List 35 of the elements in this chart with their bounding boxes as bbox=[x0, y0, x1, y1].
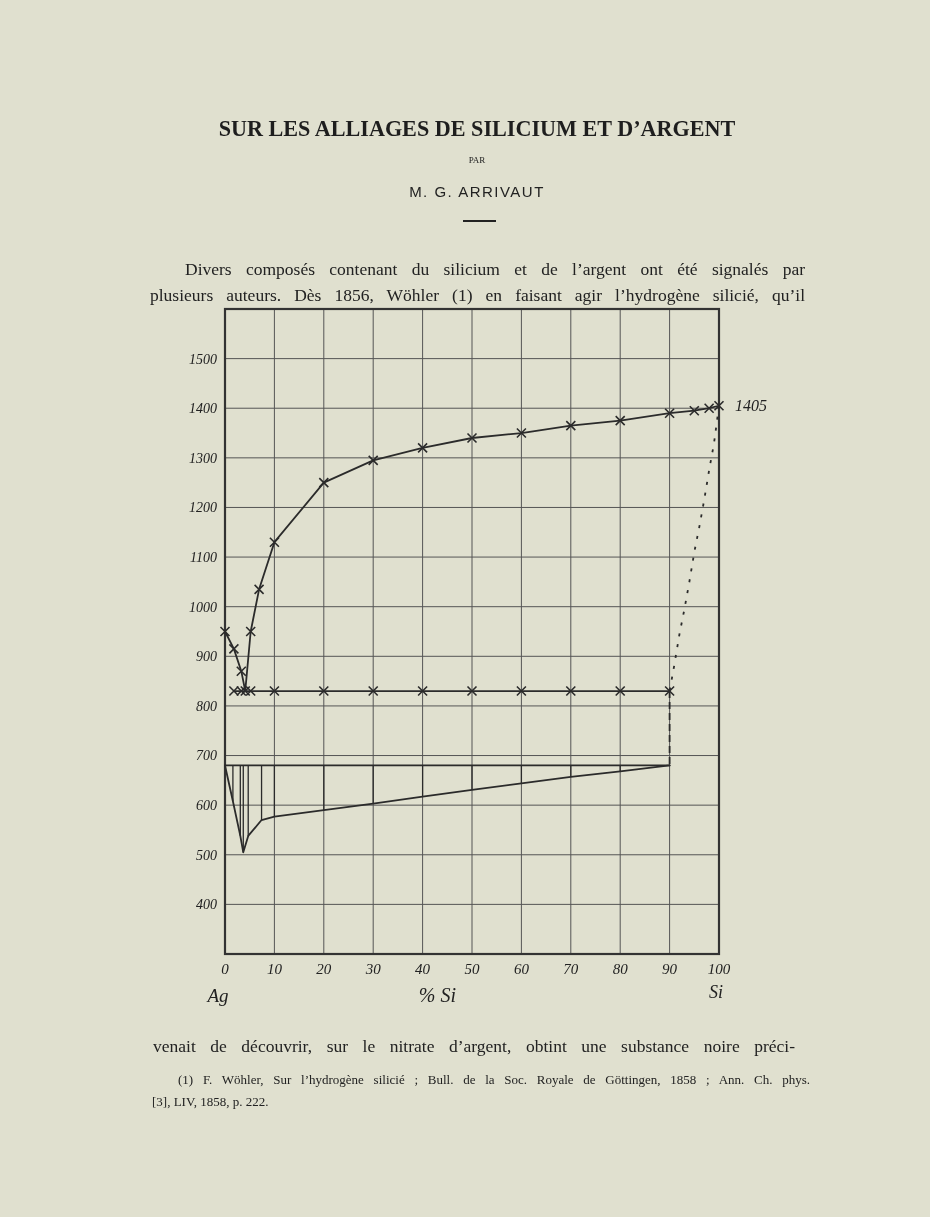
y-tick-label: 800 bbox=[196, 698, 217, 714]
y-tick-label: 500 bbox=[196, 847, 217, 863]
y-tick-label: 1100 bbox=[190, 549, 217, 565]
x-tick-label: 50 bbox=[464, 961, 480, 977]
x-tick-label: 20 bbox=[316, 961, 332, 977]
text: venait de découvrir, sur le nitrate d’argent, obtint une substance noire préci- bbox=[153, 1036, 796, 1056]
x-tick-label: 100 bbox=[707, 961, 731, 977]
x-tick-label: 80 bbox=[612, 961, 629, 977]
y-tick-label: 400 bbox=[196, 897, 217, 913]
text: PAR bbox=[468, 155, 486, 165]
x-tick-label: 30 bbox=[364, 961, 382, 977]
y-tick-label: 1200 bbox=[189, 500, 217, 516]
x-tick-label: 0 bbox=[221, 961, 230, 977]
x-tick-label: 40 bbox=[415, 961, 431, 977]
y-tick-label: 1300 bbox=[189, 450, 217, 466]
y-tick-label: 1000 bbox=[189, 599, 217, 615]
y-tick-label: 600 bbox=[196, 798, 217, 814]
chart-title: SUR LES ALLIAGES DE SILICIUM ET D’ARGENT bbox=[218, 116, 736, 141]
y-tick-label: 700 bbox=[196, 748, 217, 764]
text: Ag bbox=[205, 985, 229, 1006]
y-tick-label: 1500 bbox=[189, 351, 217, 367]
text: M. G. ARRIVAUT bbox=[409, 183, 545, 200]
text: [3], LIV, 1858, p. 222. bbox=[152, 1094, 269, 1109]
text: Divers composés contenant du silicium et de l’argent ont été signalés par bbox=[185, 259, 806, 279]
annotation: 1405 bbox=[735, 396, 767, 414]
x-tick-label: 70 bbox=[563, 961, 579, 977]
text: plusieurs auteurs. Dès 1856, Wöhler (1) en faisant agir l’hydrogène silicié, qu’il bbox=[150, 285, 806, 305]
y-tick-label: 900 bbox=[196, 649, 217, 665]
y-tick-label: 1400 bbox=[189, 401, 217, 417]
text: (1) F. Wöhler, Sur l’hydrogène silicié ; Bull. de la Soc. Royale de Göttingen, 1858 ; Ann. Ch. phys. bbox=[178, 1072, 810, 1087]
text: Si bbox=[708, 982, 724, 1002]
x-tick-label: 90 bbox=[662, 961, 678, 977]
x-tick-label: 60 bbox=[513, 961, 530, 977]
x-tick-label: 10 bbox=[266, 961, 283, 977]
x-axis-title: % Si bbox=[418, 984, 457, 1006]
